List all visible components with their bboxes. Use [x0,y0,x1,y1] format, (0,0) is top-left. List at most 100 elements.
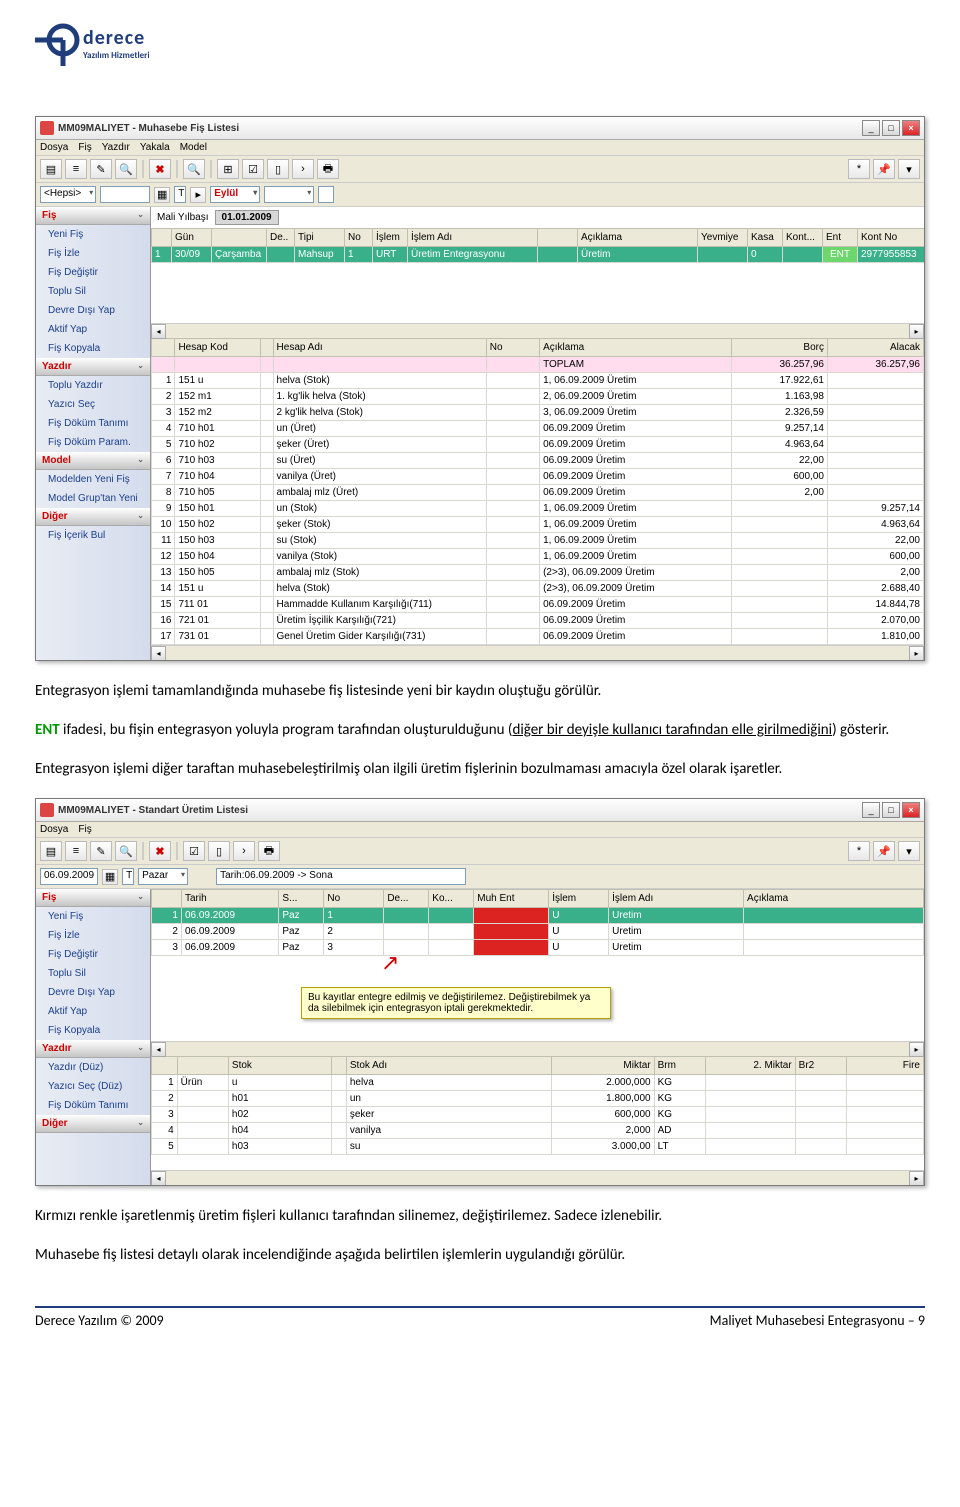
range-input[interactable]: Tarih:06.09.2009 -> Sona [216,868,466,885]
table-row[interactable]: 14151 uhelva (Stok)(2>3), 06.09.2009 Üre… [152,581,924,597]
more-icon[interactable]: ▾ [898,841,920,861]
sidebar-header[interactable]: Diğer⌄ [36,1115,150,1133]
print-icon[interactable]: 🖶 [317,159,339,179]
grid-icon[interactable]: ⊞ [217,159,239,179]
table-row[interactable]: 15711 01Hammadde Kullanım Karşılığı(711)… [152,597,924,613]
check-icon[interactable]: ☑ [242,159,264,179]
table-row[interactable]: 4h04vanilya2,000AD [152,1123,924,1139]
sidebar-item[interactable]: Devre Dışı Yap [36,983,150,1002]
sidebar-item[interactable]: Aktif Yap [36,320,150,339]
filter-inp2[interactable]: T [174,186,186,203]
menu-item[interactable]: Fiş [78,142,91,153]
sidebar-header[interactable]: Yazdır⌄ [36,1040,150,1058]
day-combo[interactable]: Pazar [138,868,188,885]
scroll-right[interactable]: ▸ [909,646,924,660]
sidebar-item[interactable]: Fiş Döküm Param. [36,433,150,452]
table-row[interactable]: 306.09.2009Paz3UUretim [152,940,924,956]
sidebar-item[interactable]: Yazıcı Seç (Düz) [36,1077,150,1096]
sidebar-header[interactable]: Diğer⌄ [36,508,150,526]
filter-hepsi[interactable]: <Hepsi> [40,186,96,203]
edit-icon[interactable]: ✎ [90,159,112,179]
new-icon[interactable]: ▤ [40,159,62,179]
chev-icon[interactable]: › [292,159,314,179]
sidebar-header[interactable]: Fiş⌄ [36,207,150,225]
sidebar-item[interactable]: Fiş Kopyala [36,1021,150,1040]
menu-item[interactable]: Dosya [40,824,68,835]
star-icon[interactable]: * [848,841,870,861]
filter-c3[interactable] [264,186,314,203]
table-row[interactable]: 13150 h05ambalaj mlz (Stok)(2>3), 06.09.… [152,565,924,581]
table-row[interactable]: 10150 h02şeker (Stok)1, 06.09.2009 Üreti… [152,517,924,533]
sidebar-item[interactable]: Fiş Değiştir [36,263,150,282]
list-icon[interactable]: ≡ [65,159,87,179]
sidebar-item[interactable]: Toplu Yazdır [36,376,150,395]
filter-inp1[interactable] [100,186,150,203]
table-row[interactable]: 6710 h03su (Üret)06.09.2009 Üretim22,00 [152,453,924,469]
sidebar-item[interactable]: Toplu Sil [36,964,150,983]
new-icon[interactable]: ▤ [40,841,62,861]
page-icon[interactable]: ▯ [208,841,230,861]
cal-icon[interactable]: ▦ [102,869,118,885]
menu-item[interactable]: Dosya [40,142,68,153]
table-row[interactable]: 1Ürünuhelva2.000,000KG [152,1075,924,1091]
date-input[interactable]: 06.09.2009 [40,868,98,885]
table-row[interactable]: 7710 h04vanilya (Üret)06.09.2009 Üretim6… [152,469,924,485]
nav-icon[interactable]: ▸ [190,187,206,203]
find-icon[interactable]: 🔍 [183,159,205,179]
print-icon[interactable]: 🖶 [258,841,280,861]
top-row[interactable]: 130/09ÇarşambaMahsup1URTÜretim Entegrasy… [152,247,925,263]
sidebar-item[interactable]: Yeni Fiş [36,907,150,926]
max-button[interactable]: □ [882,120,900,136]
scroll-right[interactable]: ▸ [909,1171,924,1185]
scroll-left[interactable]: ◂ [151,646,166,660]
sidebar-item[interactable]: Fiş İzle [36,244,150,263]
table-row[interactable]: 3152 m22 kg'lik helva (Stok)3, 06.09.200… [152,405,924,421]
sidebar-item[interactable]: Fiş İzle [36,926,150,945]
chev-icon[interactable]: › [233,841,255,861]
sidebar-item[interactable]: Yazıcı Seç [36,395,150,414]
sidebar-item[interactable]: Model Grup'tan Yeni [36,489,150,508]
scroll-right[interactable]: ▸ [909,324,924,339]
scroll-left[interactable]: ◂ [151,1042,166,1057]
scroll-left[interactable]: ◂ [151,324,166,339]
table-row[interactable]: 2152 m11. kg'lik helva (Stok)2, 06.09.20… [152,389,924,405]
sidebar-header[interactable]: Model⌄ [36,452,150,470]
min-button[interactable]: _ [862,120,880,136]
table-row[interactable]: 8710 h05ambalaj mlz (Üret)06.09.2009 Üre… [152,485,924,501]
delete-icon[interactable]: ✖ [149,159,171,179]
search-icon[interactable]: 🔍 [115,159,137,179]
sidebar-item[interactable]: Fiş İçerik Bul [36,526,150,545]
edit-icon[interactable]: ✎ [90,841,112,861]
star-icon[interactable]: * [848,159,870,179]
table-row[interactable]: 12150 h04vanilya (Stok)1, 06.09.2009 Üre… [152,549,924,565]
pin-icon[interactable]: 📌 [873,159,895,179]
table-row[interactable]: 1151 uhelva (Stok)1, 06.09.2009 Üretim17… [152,373,924,389]
table-row[interactable]: 106.09.2009Paz1UUretim [152,908,924,924]
table-row[interactable]: 206.09.2009Paz2UUretim [152,924,924,940]
table-row[interactable]: 9150 h01un (Stok)1, 06.09.2009 Üretim9.2… [152,501,924,517]
sidebar-item[interactable]: Fiş Döküm Tanımı [36,414,150,433]
menu-item[interactable]: Yakala [140,142,170,153]
sidebar-item[interactable]: Toplu Sil [36,282,150,301]
month-combo[interactable]: Eylül [210,186,260,203]
more-icon[interactable]: ▾ [898,159,920,179]
sidebar-item[interactable]: Fiş Döküm Tanımı [36,1096,150,1115]
page-icon[interactable]: ▯ [267,159,289,179]
table-row[interactable]: 4710 h01un (Üret)06.09.2009 Üretim9.257,… [152,421,924,437]
close-button[interactable]: × [902,802,920,818]
table-row[interactable]: 3h02şeker600,000KG [152,1107,924,1123]
menu-item[interactable]: Fiş [78,824,91,835]
sidebar-item[interactable]: Yazdır (Düz) [36,1058,150,1077]
max-button[interactable]: □ [882,802,900,818]
cal-icon[interactable]: ▦ [154,187,170,203]
sidebar-item[interactable]: Fiş Kopyala [36,339,150,358]
table-row[interactable]: 16721 01Üretim İşçilik Karşılığı(721)06.… [152,613,924,629]
search-icon[interactable]: 🔍 [115,841,137,861]
menu-item[interactable]: Yazdır [102,142,130,153]
table-row[interactable]: 17731 01Genel Üretim Gider Karşılığı(731… [152,629,924,645]
scroll-left[interactable]: ◂ [151,1171,166,1185]
table-row[interactable]: 11150 h03su (Stok)1, 06.09.2009 Üretim22… [152,533,924,549]
t-inp[interactable]: T [122,868,134,885]
list-icon[interactable]: ≡ [65,841,87,861]
sidebar-item[interactable]: Aktif Yap [36,1002,150,1021]
